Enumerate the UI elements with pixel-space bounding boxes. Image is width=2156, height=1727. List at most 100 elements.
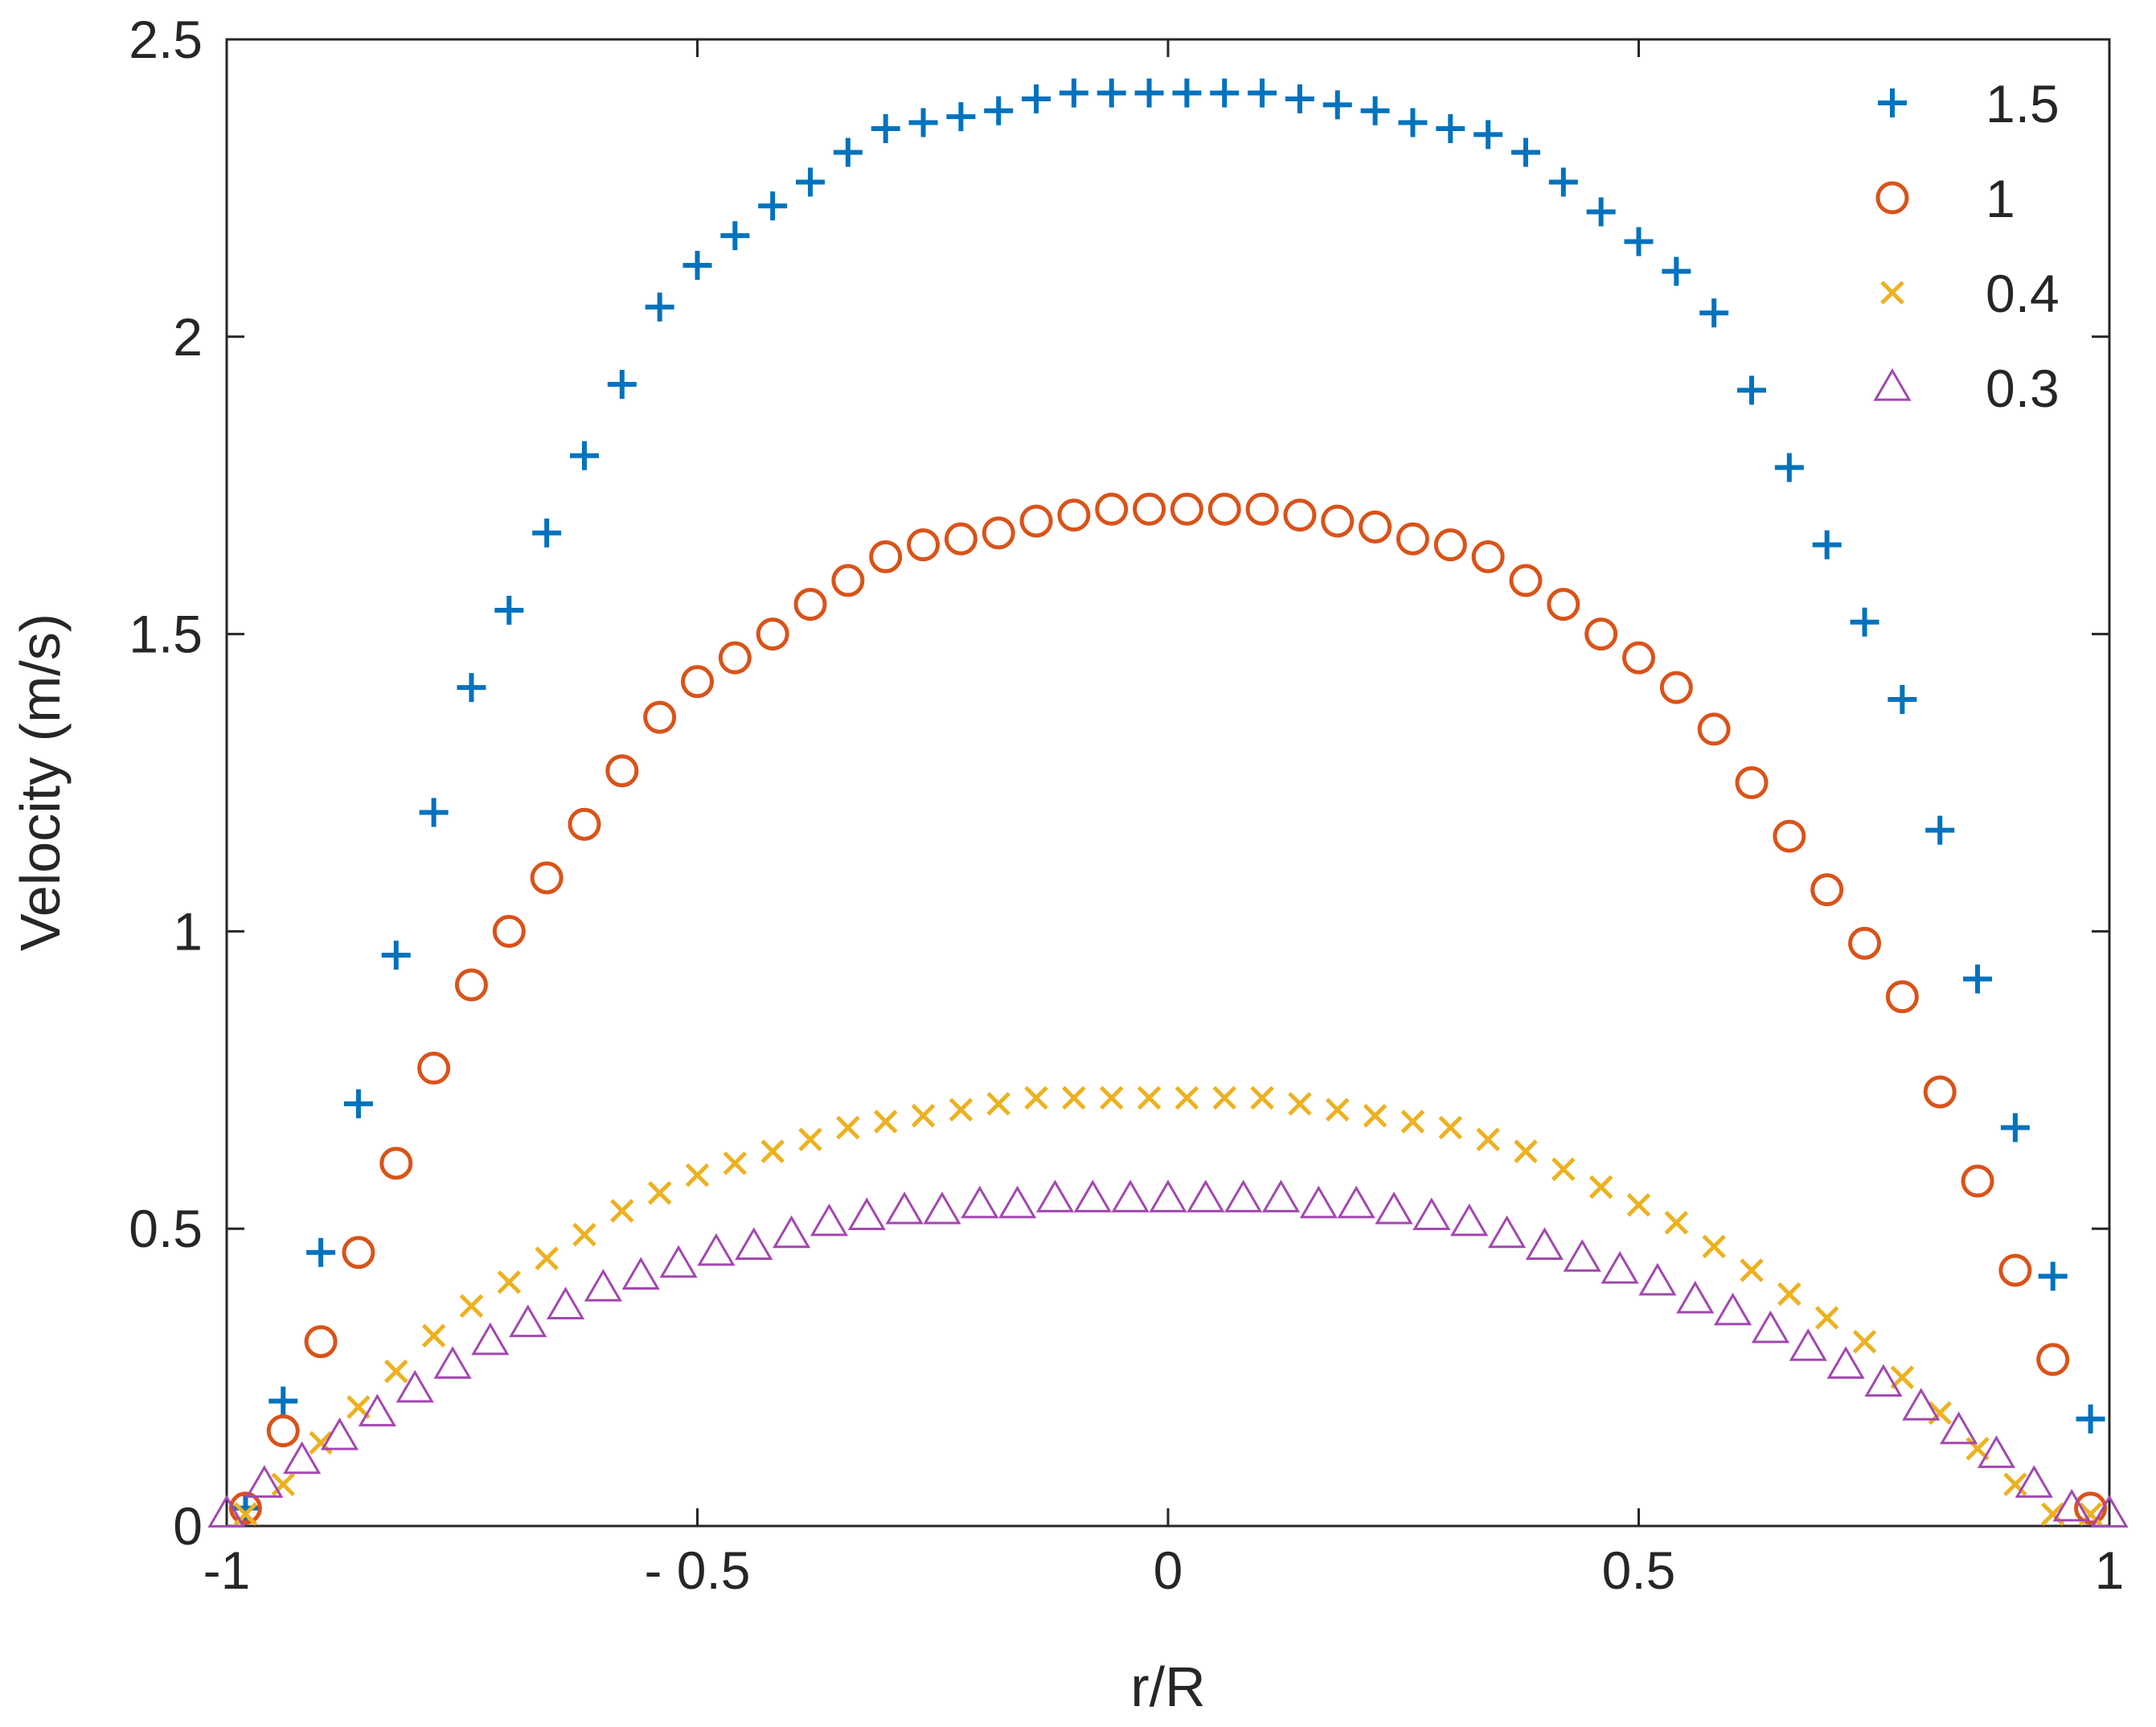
data-point [233, 1502, 258, 1526]
data-point [1375, 1192, 1413, 1224]
data-point [1398, 108, 1428, 137]
data-point [659, 1245, 698, 1278]
data-point [358, 1393, 396, 1427]
data-point [1848, 926, 1882, 960]
y-tick-label: 0 [173, 1496, 203, 1556]
x-tick-label: 0.5 [1602, 1540, 1676, 1600]
data-point [772, 1215, 811, 1249]
data-point [231, 1493, 260, 1523]
data-point [1773, 819, 1806, 853]
data-point [1283, 498, 1317, 532]
data-point [833, 137, 863, 167]
data-point [1057, 498, 1091, 532]
data-point [1737, 375, 1767, 405]
data-point [1172, 78, 1202, 108]
data-point [723, 1151, 748, 1175]
data-point [982, 516, 1015, 550]
data-point [572, 1222, 596, 1247]
legend-marker [1880, 281, 1904, 305]
data-point [1174, 1085, 1199, 1110]
data-point [1022, 84, 1051, 113]
data-point [1586, 197, 1616, 227]
legend: 1.5 1 0.4 0.3 [1873, 74, 2060, 418]
data-point [2003, 1472, 2027, 1496]
data-point [2015, 1465, 2053, 1498]
data-point [1963, 964, 1993, 994]
y-tick-label: 1.5 [129, 605, 203, 664]
data-point [459, 1294, 484, 1319]
data-point [1321, 504, 1355, 538]
data-point [1099, 1085, 1124, 1110]
data-point [1436, 113, 1465, 143]
data-point [346, 1395, 371, 1419]
data-point [1035, 1179, 1075, 1212]
data-point [1471, 539, 1505, 573]
data-point [1923, 1075, 1957, 1109]
data-point [756, 617, 789, 651]
data-point [1137, 1085, 1162, 1110]
data-point [1777, 1282, 1801, 1307]
data-point [1940, 1411, 1978, 1445]
legend-marker [1873, 368, 1912, 401]
data-point [271, 1472, 296, 1496]
data-point [1059, 78, 1088, 108]
data-point [1396, 522, 1429, 556]
data-point [417, 1052, 451, 1085]
data-point [1510, 137, 1540, 167]
data-point [1245, 492, 1279, 526]
data-point [304, 1325, 338, 1359]
data-point [1563, 1239, 1601, 1272]
data-point [454, 968, 488, 1002]
data-point [1601, 1250, 1639, 1284]
data-point [546, 1286, 585, 1319]
data-point [1735, 766, 1769, 799]
data-point [497, 1270, 522, 1294]
data-point [1210, 78, 1240, 108]
x-tick-label: 1 [2095, 1540, 2125, 1600]
data-point [1551, 1157, 1576, 1182]
data-point [869, 539, 903, 573]
data-point [471, 1322, 510, 1356]
legend-label: 1 [1986, 169, 2015, 228]
data-point [1062, 1085, 1086, 1110]
data-point [681, 665, 714, 699]
data-point [1400, 1110, 1425, 1134]
data-point [584, 1269, 623, 1302]
data-point [1111, 1179, 1150, 1212]
axis-ticks: -1 - 0.5 0 0.5 1 0 0.5 1 1.5 2 2.5 [129, 10, 2124, 1600]
data-point [984, 96, 1014, 125]
data-point [1363, 1103, 1387, 1128]
data-point [810, 1203, 849, 1237]
data-point [381, 940, 411, 970]
data-point [1998, 1253, 2032, 1287]
data-point [1187, 1179, 1225, 1212]
data-point [1261, 1179, 1301, 1212]
y-tick-label: 1 [173, 901, 203, 961]
data-point [1095, 492, 1129, 526]
data-point [758, 191, 788, 221]
data-point [2000, 1113, 2030, 1142]
data-point [2074, 1491, 2108, 1525]
data-point [384, 1359, 408, 1384]
data-point [1525, 1227, 1564, 1261]
legend-label: 0.4 [1986, 264, 2060, 323]
data-point [1713, 1292, 1752, 1326]
data-point [1659, 671, 1693, 704]
data-point [1626, 1192, 1651, 1217]
data-point [793, 588, 827, 621]
data-point [796, 167, 826, 197]
data-point [908, 108, 938, 137]
data-point [1509, 564, 1543, 597]
data-point [1019, 504, 1053, 538]
data-point [1299, 1185, 1338, 1219]
data-point [1073, 1179, 1112, 1212]
data-point [1638, 1262, 1677, 1296]
data-point [421, 1323, 446, 1348]
data-point [682, 251, 712, 281]
data-point [1890, 1365, 1915, 1389]
data-point [1810, 873, 1844, 907]
data-point [735, 1227, 773, 1261]
data-point [2038, 1261, 2068, 1291]
